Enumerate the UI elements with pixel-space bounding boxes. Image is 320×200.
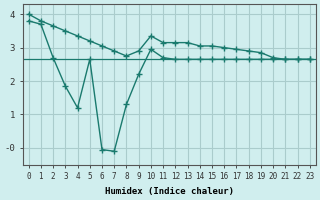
X-axis label: Humidex (Indice chaleur): Humidex (Indice chaleur) [105,187,234,196]
